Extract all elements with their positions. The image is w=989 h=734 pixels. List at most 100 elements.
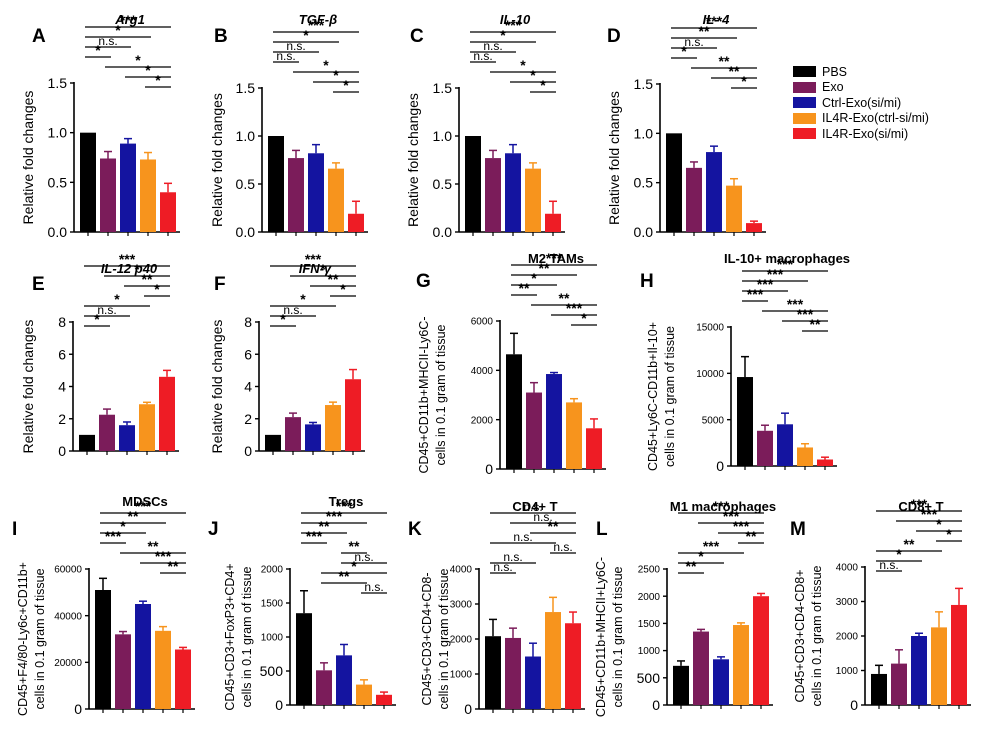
panel-title: IFN-γ: [299, 261, 332, 276]
panel-title: M2 TAMs: [528, 251, 584, 266]
significance-label: *: [698, 548, 704, 564]
y-axis-label: CD45+CD11b+MHCII-Ly6C-: [417, 317, 431, 474]
panel-letter: L: [596, 519, 608, 540]
bar: [777, 424, 793, 466]
panel-title: IL-10: [500, 12, 531, 27]
significance-label: **: [746, 528, 757, 544]
bar: [757, 430, 773, 466]
panel-letter: J: [208, 519, 219, 540]
significance-label: ***: [546, 250, 563, 266]
bar: [525, 656, 541, 709]
y-tick-label: 0.0: [634, 224, 654, 240]
panel-letter: F: [214, 274, 226, 295]
significance-label: **: [148, 538, 159, 554]
bar: [316, 670, 332, 705]
bar: [506, 354, 522, 469]
significance-label: n.s.: [879, 558, 898, 572]
legend: PBS Exo Ctrl-Exo(si/mi) IL4R-Exo(ctrl-si…: [793, 64, 985, 142]
significance-label: ***: [747, 286, 764, 302]
y-tick-label: 3000: [450, 600, 473, 611]
y-tick-label: 0: [652, 697, 660, 713]
panel-letter: B: [214, 26, 228, 47]
y-tick-label: 8: [58, 314, 66, 330]
bar: [565, 623, 581, 709]
bar: [376, 694, 392, 705]
legend-item-il4r-exo-ctrl: IL4R-Exo(ctrl-si/mi): [793, 111, 985, 126]
bar: [525, 168, 541, 232]
y-tick-label: 40000: [54, 611, 82, 622]
panel-j: J Tregs 0 500 1000 1500 2000 CD45+CD3+FoxP3+CD4…: [208, 494, 396, 713]
panel-title: TGF-β: [299, 12, 337, 27]
y-tick-label: 1000: [638, 646, 661, 657]
y-tick-label: 6: [244, 346, 252, 362]
y-tick-label: 1.0: [236, 128, 256, 144]
bar: [356, 684, 372, 705]
bar: [586, 428, 602, 469]
panel-title: IL-10+ macrophages: [724, 251, 850, 266]
y-axis-label: Relative fold changes: [209, 320, 225, 454]
legend-swatch-exo: [793, 81, 816, 93]
y-tick-label: 0: [244, 443, 252, 459]
bar: [140, 159, 156, 232]
legend-label-exo: Exo: [822, 80, 844, 95]
bar: [80, 132, 96, 232]
y-tick-label: 0.5: [433, 176, 453, 192]
bar: [288, 158, 304, 232]
y-tick-label: 1500: [261, 599, 284, 610]
bar: [328, 168, 344, 232]
y-tick-label: 0.5: [48, 174, 68, 190]
y-tick-label: 4000: [450, 565, 473, 576]
significance-label: **: [168, 558, 179, 574]
y-axis-label-line2: cells in 0.1 gram of tissue: [434, 324, 448, 465]
significance-label: ***: [505, 17, 522, 33]
significance-label: *: [681, 43, 687, 59]
significance-label: *: [134, 261, 140, 277]
legend-label-pbs: PBS: [822, 64, 848, 79]
y-axis-label: CD45+Ly6C-CD11b+Il-10+: [646, 322, 660, 471]
y-tick-label: 0.0: [433, 224, 453, 240]
significance-label: n.s.: [684, 35, 703, 49]
legend-label-ctrl-exo: Ctrl-Exo(si/mi): [822, 95, 902, 110]
y-tick-label: 0.5: [634, 175, 654, 191]
bar: [505, 153, 521, 232]
legend-item-pbs: PBS: [793, 64, 985, 79]
y-axis-label: CD45+CD3+FoxP3+CD4+: [223, 563, 237, 710]
y-tick-label: 2000: [450, 635, 473, 646]
legend-label-il4r-exo: IL4R-Exo(si/mi): [822, 126, 909, 141]
bar: [139, 404, 155, 451]
bar: [891, 663, 907, 705]
bar: [673, 665, 689, 705]
significance-label: **: [548, 518, 559, 534]
bar: [726, 185, 742, 232]
significance-label: *: [300, 291, 306, 307]
y-tick-label: 1.5: [48, 75, 68, 91]
significance-label: *: [520, 57, 526, 73]
panel-title: IL-12 p40: [101, 261, 158, 276]
bar: [566, 402, 582, 469]
panel-title: IL- 4: [703, 12, 730, 27]
significance-label: ***: [713, 498, 730, 514]
significance-label: ***: [921, 506, 938, 522]
bar: [545, 213, 561, 232]
y-axis-label: CD45+CD11b+MHCII+Ly6C-: [594, 557, 608, 717]
significance-label: ***: [155, 548, 172, 564]
y-tick-label: 6: [58, 346, 66, 362]
significance-label: ***: [911, 496, 928, 512]
y-tick-label: 0: [74, 701, 82, 717]
significance-label: ***: [566, 300, 583, 316]
bar: [325, 405, 341, 451]
bar: [348, 213, 364, 232]
y-tick-label: 1000: [261, 633, 284, 644]
significance-label: *: [581, 310, 587, 326]
significance-label: ***: [787, 296, 804, 312]
y-tick-label: 3000: [836, 597, 859, 608]
significance-label: *: [531, 270, 537, 286]
y-tick-label: 60000: [54, 565, 82, 576]
significance-label: ***: [733, 518, 750, 534]
significance-label: *: [135, 52, 141, 68]
bar: [175, 649, 191, 709]
y-tick-label: 0: [850, 697, 858, 713]
bar: [336, 655, 352, 705]
legend-swatch-il4r-exo: [793, 128, 816, 140]
